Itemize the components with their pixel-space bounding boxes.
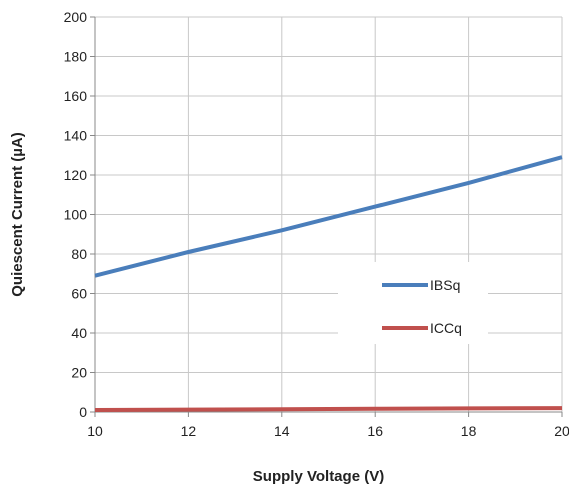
y-tick-label: 200 — [64, 9, 88, 25]
y-tick-label: 160 — [64, 88, 88, 104]
x-tick-label: 14 — [274, 423, 290, 439]
y-tick-label: 100 — [64, 207, 88, 223]
y-axis-title: Quiescent Current (µA) — [9, 132, 26, 297]
x-tick-label: 12 — [181, 423, 197, 439]
plot-area — [94, 155, 563, 412]
x-tick-label: 18 — [461, 423, 477, 439]
y-tick-label: 80 — [71, 246, 87, 262]
series-line-ibsq — [94, 155, 563, 278]
y-tick-label: 140 — [64, 128, 88, 144]
y-tick-label: 20 — [71, 365, 87, 381]
legend: IBSq ICCq — [338, 262, 488, 344]
y-tick-label: 40 — [71, 325, 87, 341]
y-tick-label: 0 — [79, 404, 87, 420]
legend-label-ibsq: IBSq — [430, 277, 460, 293]
grid — [94, 16, 563, 413]
x-axis-title: Supply Voltage (V) — [253, 468, 384, 485]
legend-label-iccq: ICCq — [430, 320, 462, 336]
y-tick-label: 60 — [71, 286, 87, 302]
legend-background — [338, 262, 488, 344]
axes: 0 20 40 60 80 100 120 140 160 180 200 10 12 14 16 18 20 — [64, 9, 569, 439]
x-tick-label: 20 — [554, 423, 569, 439]
y-tick-label: 180 — [64, 49, 88, 65]
x-tick-label: 16 — [367, 423, 383, 439]
x-tick-label: 10 — [87, 423, 103, 439]
y-tick-label: 120 — [64, 167, 88, 183]
series-line-iccq — [94, 406, 563, 412]
